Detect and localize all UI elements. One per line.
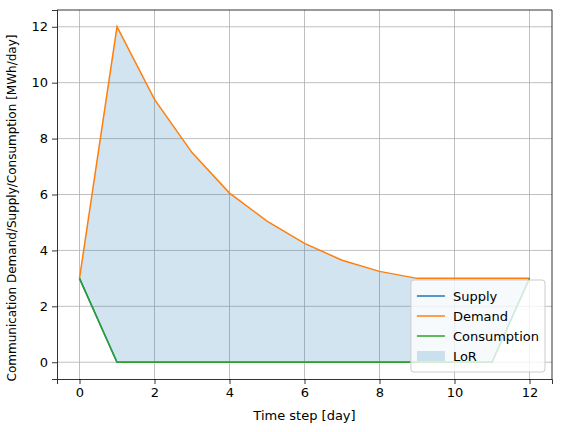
tick: 0 (76, 379, 84, 400)
axis-line (52, 11, 58, 380)
tick: 0 (40, 355, 57, 370)
x-axis: 0 2 4 6 8 10 12 (58, 379, 553, 400)
legend-swatch (417, 335, 445, 337)
tick-mark (52, 195, 57, 196)
line (80, 27, 530, 279)
tick-mark (380, 379, 381, 384)
tick-mark (52, 27, 57, 28)
plot-area (80, 27, 530, 362)
grid-line-y (57, 26, 552, 27)
tick-label: 8 (40, 131, 48, 146)
legend-label: Supply (453, 289, 498, 304)
tick: 8 (40, 131, 57, 146)
legend-item: Demand (417, 309, 508, 324)
tick-mark (305, 379, 306, 384)
tick-label: 4 (40, 243, 48, 258)
frame-top (57, 10, 552, 11)
tick-label: 6 (40, 187, 48, 202)
tick: 6 (301, 379, 309, 400)
tick: 12 (31, 19, 57, 34)
tick-mark (52, 362, 57, 363)
tick-label: 0 (76, 385, 84, 400)
tick-label: 2 (40, 299, 48, 314)
tick-label: 2 (151, 385, 159, 400)
tick-mark (80, 379, 81, 384)
legend-item: LoR (417, 349, 477, 364)
legend-item: Consumption (417, 329, 539, 344)
tick-label: 12 (522, 385, 539, 400)
tick-label: 4 (226, 385, 234, 400)
legend-swatch (417, 295, 445, 297)
legend-label: Demand (453, 309, 508, 324)
tick: 2 (151, 379, 159, 400)
tick-mark (530, 379, 531, 384)
legend-label: LoR (453, 349, 477, 364)
y-axis: 0 2 4 6 8 10 12 (31, 11, 57, 380)
tick: 4 (226, 379, 234, 400)
tick-mark (52, 139, 57, 140)
tick: 2 (40, 299, 57, 314)
tick-label: 0 (40, 355, 48, 370)
legend-swatch (417, 351, 445, 361)
tick: 4 (40, 243, 57, 258)
tick-label: 10 (31, 75, 48, 90)
tick: 6 (40, 187, 57, 202)
area (80, 27, 530, 362)
tick-mark (52, 306, 57, 307)
tick: 10 (31, 75, 57, 90)
tick-label: 6 (301, 385, 309, 400)
axis-line (58, 380, 553, 385)
legend: Supply Demand Consumption LoR (411, 280, 545, 372)
y-axis-title: Communication Demand/Supply/Consumption … (5, 35, 19, 382)
legend-label: Consumption (453, 329, 539, 344)
legend-box (411, 280, 545, 372)
legend-swatch (417, 315, 445, 317)
tick-mark (230, 379, 231, 384)
tick: 10 (447, 379, 464, 400)
chart: 0 2 4 6 8 10 12 0 2 4 6 8 10 12 Time step [day] Communi… (0, 0, 562, 432)
tick-label: 10 (447, 385, 464, 400)
tick-mark (455, 379, 456, 384)
x-axis-title: Time step [day] (252, 408, 355, 423)
tick-label: 12 (31, 19, 48, 34)
tick-mark (52, 250, 57, 251)
legend-item: Supply (417, 289, 498, 304)
tick: 8 (376, 379, 384, 400)
grid (57, 10, 552, 379)
tick: 12 (522, 379, 539, 400)
frame-right (552, 10, 553, 379)
tick-mark (155, 379, 156, 384)
tick-mark (52, 83, 57, 84)
tick-label: 8 (376, 385, 384, 400)
